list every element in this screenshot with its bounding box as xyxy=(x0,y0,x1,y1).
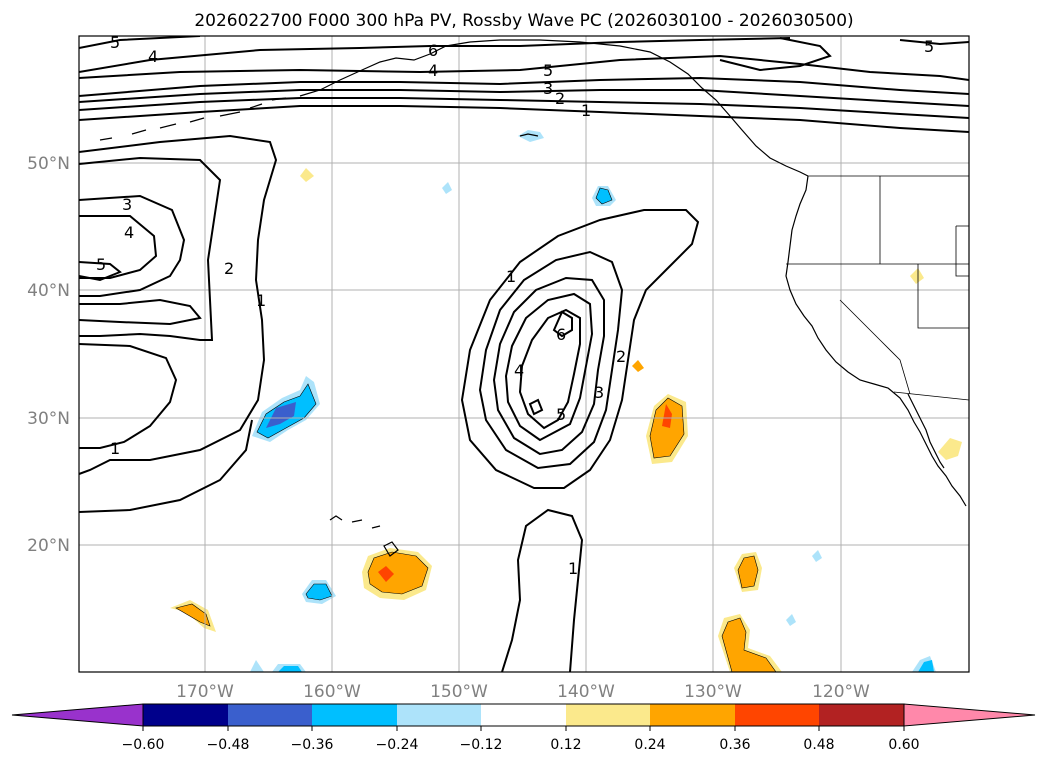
contour-label-ne-5: 5 xyxy=(924,37,934,56)
contour-label-west-3: 3 xyxy=(122,195,132,214)
contour-label-north-1: 1 xyxy=(581,101,591,120)
colorbar-bin-7 xyxy=(650,704,735,726)
contour-label-north-6: 6 xyxy=(428,41,438,60)
colorbar-bin-5 xyxy=(481,704,566,726)
colorbar-bin-3 xyxy=(312,704,397,726)
lon-label-160w: 160°W xyxy=(303,682,361,702)
colorbar-bin-8 xyxy=(735,704,819,726)
colorbar-label-024: 0.24 xyxy=(634,737,665,753)
colorbar-label-neg036: −0.36 xyxy=(291,737,334,753)
coastlines xyxy=(99,39,967,557)
colorbar-label-048: 0.48 xyxy=(803,737,834,753)
colorbar-bin-6 xyxy=(566,704,650,726)
longitude-labels: 170°W 160°W 150°W 140°W 130°W 120°W xyxy=(176,682,870,702)
lon-label-140w: 140°W xyxy=(557,682,615,702)
lon-label-170w: 170°W xyxy=(176,682,234,702)
contour-label-west-2: 2 xyxy=(224,259,234,278)
lon-label-150w: 150°W xyxy=(430,682,488,702)
contour-label-center-3: 3 xyxy=(594,383,604,402)
colorbar-bin-1 xyxy=(143,704,228,726)
contour-label-south-1: 1 xyxy=(568,559,578,578)
colorbar-bin-9 xyxy=(819,704,904,726)
map-area: 5 4 6 4 5 3 2 1 5 3 4 5 2 1 1 1 6 4 5 3 … xyxy=(79,33,969,672)
colorbar: −0.60 −0.48 −0.36 −0.24 −0.12 0.12 0.24 … xyxy=(11,703,1036,753)
lon-label-120w: 120°W xyxy=(812,682,870,702)
colorbar-label-012: 0.12 xyxy=(550,737,581,753)
colorbar-label-060: 0.60 xyxy=(888,737,919,753)
colorbar-label-neg024: −0.24 xyxy=(376,737,419,753)
latitude-labels: 50°N 40°N 30°N 20°N xyxy=(27,154,70,556)
contour-label-north-4: 4 xyxy=(428,61,438,80)
map-frame xyxy=(78,35,970,673)
map-title: 2026022700 F000 300 hPa PV, Rossby Wave … xyxy=(194,11,853,31)
colorbar-label-neg048: −0.48 xyxy=(207,737,250,753)
colorbar-ticks xyxy=(142,726,905,731)
colorbar-bin-4 xyxy=(397,704,481,726)
contour-label-north-3: 3 xyxy=(543,79,553,98)
contour-label-center-1: 1 xyxy=(506,267,516,286)
pv-contours xyxy=(79,36,969,672)
lat-label-40n: 40°N xyxy=(27,281,70,301)
contour-label-west-5: 5 xyxy=(96,255,106,274)
contour-label-sw-1: 1 xyxy=(110,439,120,458)
contour-label-west-top-5: 5 xyxy=(110,33,120,52)
colorbar-label-neg012: −0.12 xyxy=(460,737,503,753)
contour-label-west-top-4: 4 xyxy=(148,47,158,66)
colorbar-label-neg060: −0.60 xyxy=(122,737,165,753)
gridlines xyxy=(79,36,969,672)
contour-label-north-5: 5 xyxy=(543,61,553,80)
contour-label-center-2: 2 xyxy=(616,347,626,366)
colorbar-label-036: 0.36 xyxy=(719,737,750,753)
colorbar-bin-2 xyxy=(228,704,312,726)
contour-label-west-1: 1 xyxy=(256,291,266,310)
contour-labels: 5 4 6 4 5 3 2 1 5 3 4 5 2 1 1 1 6 4 5 3 … xyxy=(96,33,934,578)
lat-label-30n: 30°N xyxy=(27,409,70,429)
contour-label-west-4: 4 xyxy=(124,223,134,242)
contour-label-center-6: 6 xyxy=(556,325,566,344)
colorbar-over-triangle xyxy=(903,703,1036,727)
contour-label-center-4: 4 xyxy=(514,361,524,380)
contour-label-center-5: 5 xyxy=(556,405,566,424)
state-borders xyxy=(786,175,969,401)
colorbar-under-triangle xyxy=(11,703,144,727)
anomaly-shading xyxy=(170,130,962,672)
lat-label-20n: 20°N xyxy=(27,536,70,556)
contour-label-north-2: 2 xyxy=(555,89,565,108)
lat-label-50n: 50°N xyxy=(27,154,70,174)
lon-label-130w: 130°W xyxy=(684,682,742,702)
